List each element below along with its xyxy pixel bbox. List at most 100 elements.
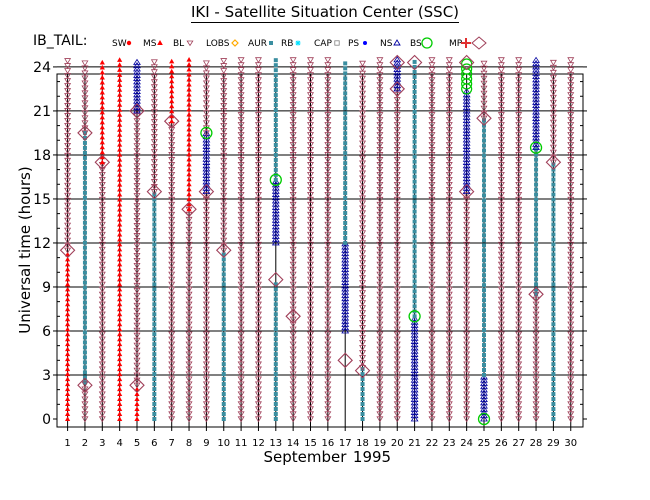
mark-aur	[221, 327, 226, 332]
segment-bl	[359, 60, 367, 372]
mark-ms	[117, 162, 123, 167]
mark-aur	[343, 201, 348, 206]
mark-ms	[117, 112, 123, 117]
mark-ns	[393, 62, 402, 69]
legend-symbol	[421, 37, 433, 49]
mark-ns	[393, 65, 402, 72]
segment-bl	[185, 206, 193, 423]
mark-ns	[202, 155, 211, 162]
mark-ms	[117, 246, 123, 252]
mark-ns	[532, 127, 540, 134]
mark-aur	[412, 119, 417, 124]
mark-ns	[532, 124, 540, 131]
mark-aur	[82, 185, 87, 190]
segment-bl	[289, 57, 297, 423]
mark-ms	[169, 63, 175, 69]
mark-aur	[221, 277, 226, 282]
mark-bl	[220, 63, 228, 70]
event-mp	[268, 271, 284, 288]
segment-bl	[463, 191, 471, 423]
mark-ms	[65, 316, 71, 322]
mark-aur	[273, 108, 278, 113]
event-mp	[406, 54, 423, 71]
mark-aur	[482, 303, 486, 308]
mark-aur	[152, 212, 157, 217]
mark-aur	[551, 192, 556, 197]
mark-aur	[343, 96, 348, 101]
mark-ns	[462, 158, 471, 165]
segment-ns	[532, 56, 540, 151]
segment-aur	[482, 118, 486, 377]
mark-ms	[117, 271, 123, 277]
mark-aur	[551, 317, 556, 322]
mark-aur	[412, 294, 417, 299]
mark-aur	[152, 337, 157, 342]
mark-ms	[117, 62, 123, 67]
mark-ms	[186, 181, 192, 187]
mark-ns	[202, 142, 211, 149]
mark-aur	[412, 299, 417, 304]
mark-ns	[462, 152, 471, 159]
mark-ns	[410, 412, 419, 419]
mark-aur	[412, 114, 417, 119]
mark-ns	[462, 94, 471, 101]
mark-ms	[186, 101, 192, 107]
mark-aur	[343, 71, 348, 76]
mark-aur	[343, 186, 348, 191]
mark-ms	[117, 127, 123, 132]
mark-ms	[65, 326, 71, 332]
mark-aur	[82, 170, 87, 175]
mark-ms	[65, 386, 71, 392]
mark-aur	[551, 332, 556, 337]
mark-ns	[410, 324, 419, 332]
mark-aur	[534, 242, 539, 247]
mark-ns	[532, 82, 540, 89]
mark-aur	[551, 302, 556, 307]
mark-ns	[202, 139, 211, 146]
mark-aur	[343, 211, 348, 216]
mark-ns	[532, 105, 540, 112]
mark-aur	[343, 131, 348, 136]
mark-aur	[273, 322, 278, 327]
segment-aur	[273, 282, 278, 421]
event-mp	[389, 81, 406, 97]
mark-aur	[343, 136, 348, 141]
mark-ns	[462, 100, 471, 107]
mark-aur	[534, 162, 539, 167]
mark-ms	[169, 68, 175, 74]
mark-ms	[99, 84, 105, 90]
mark-ns	[532, 134, 540, 141]
event-mp	[146, 183, 163, 200]
mark-ns	[532, 63, 540, 70]
mark-aur	[152, 397, 157, 402]
mark-ns	[462, 113, 471, 120]
mark-ns	[410, 331, 419, 338]
mark-aur	[482, 173, 486, 178]
mark-ms	[186, 116, 192, 122]
mark-ns	[532, 72, 540, 80]
mark-ms	[117, 92, 123, 97]
mark-aur	[343, 235, 348, 240]
chart-title: IKI - Satellite Situation Center (SSC)	[190, 3, 460, 23]
mark-bl	[81, 381, 89, 388]
mark-ns	[410, 389, 419, 396]
mark-ns	[271, 210, 280, 217]
event-mp	[458, 54, 475, 71]
mark-ms	[186, 111, 192, 117]
segment-bl	[428, 57, 436, 423]
mark-aur	[273, 367, 278, 372]
event-mp	[129, 377, 145, 394]
mark-ms	[134, 391, 140, 397]
mark-ns	[410, 395, 419, 403]
mark-aur	[82, 270, 87, 275]
mark-aur	[273, 412, 278, 417]
event-mp	[285, 308, 301, 325]
mark-aur	[551, 257, 556, 262]
mark-aur	[273, 113, 278, 118]
xtick-label: 14	[287, 438, 300, 449]
mark-ns	[410, 379, 419, 386]
mark-aur	[412, 104, 417, 109]
mark-aur	[273, 302, 278, 307]
mark-ns	[410, 408, 419, 415]
mark-bl	[480, 60, 488, 67]
